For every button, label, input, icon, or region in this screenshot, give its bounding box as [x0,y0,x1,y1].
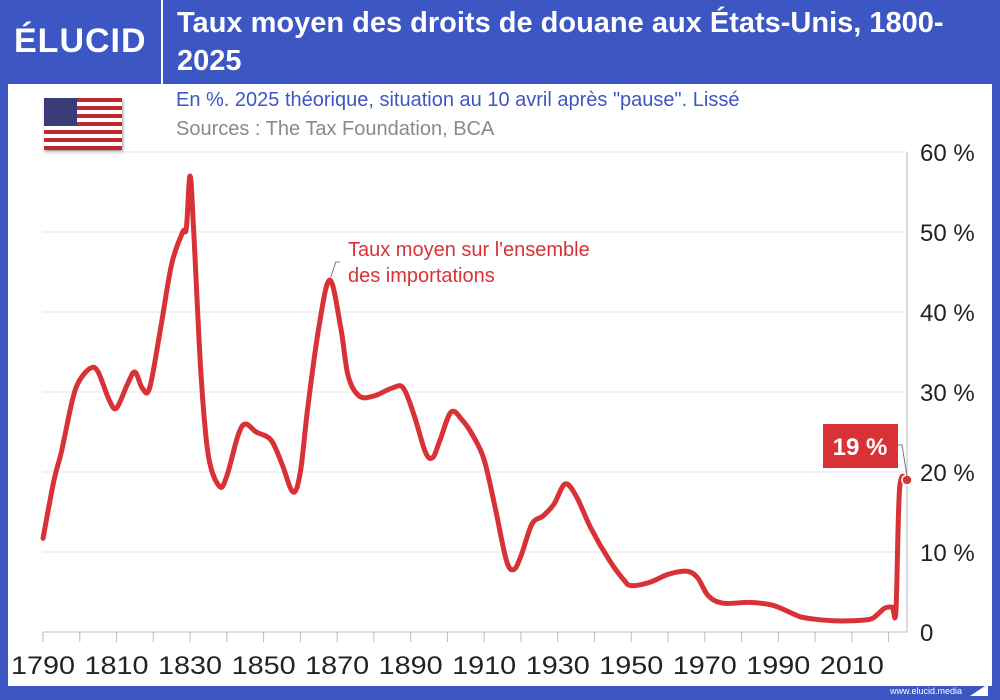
y-tick-label: 60 % [920,140,975,167]
elucid-logo: ÉLUCID [14,22,147,60]
x-tick-label: 1830 [158,652,222,680]
end-point-marker [901,474,913,486]
annotation-leader [330,261,340,278]
x-tick-label: 1930 [526,652,590,680]
x-tick-label: 1970 [673,652,737,680]
x-tick-label: 1870 [305,652,369,680]
x-tick-label: 1990 [746,652,810,680]
value-label-leader [898,444,908,477]
annotation-text: Taux moyen sur l'ensemble [348,239,590,261]
y-tick-label: 30 % [920,380,975,407]
y-tick-label: 40 % [920,300,975,327]
footer-url[interactable]: www.elucid.media [889,686,962,696]
x-tick-label: 1890 [379,652,443,680]
us-flag-icon [44,98,122,150]
x-tick-label: 1790 [11,652,75,680]
x-tick-label: 1950 [599,652,663,680]
y-tick-label: 20 % [920,460,975,487]
y-tick-label: 10 % [920,540,975,567]
header-divider [161,0,163,84]
series-line [40,173,910,624]
y-tick-label: 50 % [920,220,975,247]
elucid-mark-icon [970,684,988,696]
chart-subtitle: En %. 2025 théorique, situation au 10 av… [176,89,740,111]
y-tick-label: 0 [920,620,933,647]
chart-sources: Sources : The Tax Foundation, BCA [176,118,495,140]
value-label: 19 % [833,434,888,461]
x-tick-label: 1850 [232,652,296,680]
x-tick-label: 2010 [820,652,884,680]
x-tick-label: 1910 [452,652,516,680]
value-label-box [823,424,898,468]
x-tick-label: 1810 [85,652,149,680]
chart-panel [8,84,992,686]
chart-title: Taux moyen des droits de douane aux État… [177,7,944,77]
header: ÉLUCID Taux moyen des droits de douane a… [0,0,1000,84]
annotation-text: des importations [348,265,495,287]
